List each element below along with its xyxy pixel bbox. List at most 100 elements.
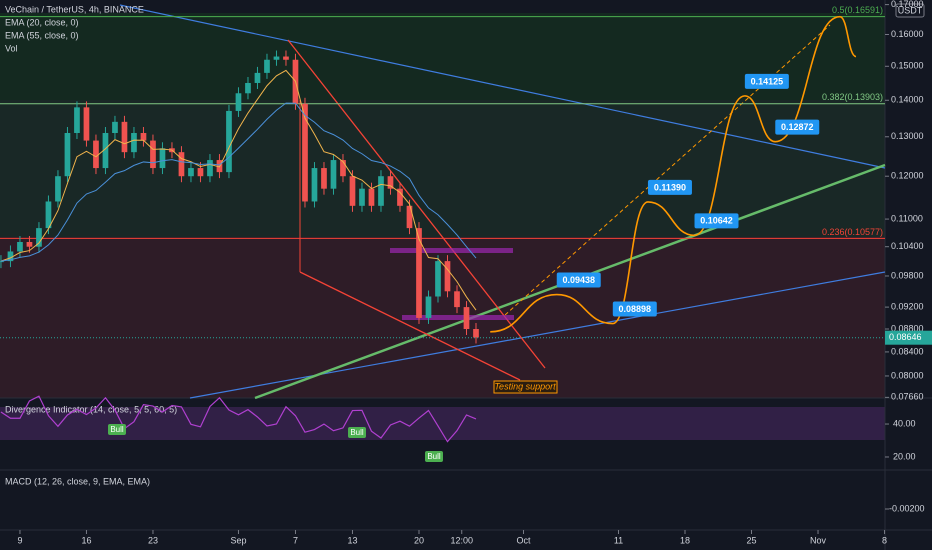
wedge-line [287, 39, 546, 369]
candle [349, 176, 356, 206]
indicator-label: Vol [5, 43, 18, 53]
zone-upper [0, 13, 885, 100]
support-box [402, 315, 514, 320]
candle [226, 110, 232, 173]
candle [64, 133, 71, 177]
candle [36, 228, 42, 247]
candle [245, 82, 251, 94]
x-tick-label: 11 [614, 535, 623, 545]
x-tick-label: 9 [17, 535, 22, 545]
projection-path [490, 15, 857, 333]
candle [273, 56, 280, 60]
candle [387, 176, 394, 189]
bull-label: Bull [350, 428, 364, 437]
annotation: Testing support [494, 381, 556, 391]
candle [406, 205, 413, 229]
candle [311, 168, 318, 202]
x-tick-label: 16 [81, 535, 91, 545]
wedge-line [299, 271, 521, 381]
fib-label: 0.5(0.16591) [832, 5, 883, 15]
y-tick-label: 0.15000 [891, 61, 924, 71]
y-tick-label: 20.00 [893, 451, 916, 461]
candle [425, 296, 432, 318]
annotation-box [493, 380, 558, 394]
pane-title: MACD (12, 26, close, 9, EMA, EMA) [5, 476, 150, 486]
candle [93, 140, 99, 169]
fib-label: 0.236(0.10577) [822, 227, 883, 237]
candle [359, 188, 365, 206]
candle [378, 176, 384, 206]
callout [694, 213, 739, 229]
y-tick-label: 0.07660 [891, 392, 924, 402]
candle [435, 261, 441, 297]
candle [140, 133, 147, 141]
x-tick-label: Nov [810, 535, 827, 545]
y-tick-label: 0.08400 [891, 346, 924, 356]
y-tick-label: 40.00 [893, 418, 916, 428]
trend-line [189, 271, 886, 399]
bull-tag [425, 451, 443, 462]
candle [330, 160, 337, 189]
candle [283, 56, 289, 60]
candle [463, 307, 470, 330]
candle [368, 188, 375, 206]
x-tick-label: 7 [293, 535, 298, 545]
bull-tag [348, 427, 366, 438]
bull-label: Bull [110, 425, 124, 434]
candle [0, 261, 4, 263]
bull-label: Bull [427, 452, 441, 461]
candle [264, 59, 270, 73]
candle [207, 160, 213, 177]
callout [744, 73, 789, 89]
candle [235, 93, 242, 111]
candle [83, 107, 90, 141]
candle [55, 176, 61, 202]
candle [102, 133, 109, 169]
trend-line [119, 4, 886, 169]
ema-line [0, 102, 477, 262]
zone-mid [0, 100, 885, 237]
candle [321, 168, 327, 189]
y-tick-label: 0.11000 [891, 213, 923, 223]
callout-label: 0.10642 [700, 216, 733, 226]
x-tick-label: 23 [148, 535, 158, 545]
projection-dashed [504, 24, 831, 316]
chart-title: VeChain / TetherUS, 4h, BINANCE [5, 4, 144, 14]
candle [188, 168, 194, 177]
y-tick-label: 0.16000 [891, 29, 924, 39]
candle [17, 241, 23, 252]
indicator-label: EMA (55, close, 0) [5, 30, 79, 40]
y-tick-label: 0.17000 [891, 0, 924, 9]
ema-line [0, 69, 477, 311]
candle [45, 201, 52, 229]
candle [454, 291, 460, 308]
candle [416, 228, 422, 318]
x-tick-label: 20 [414, 535, 424, 545]
candle [444, 261, 451, 292]
callout [556, 272, 601, 288]
divergence-line [0, 395, 477, 443]
y-tick-label: 0.09200 [891, 301, 924, 311]
candle [254, 72, 261, 83]
x-tick-label: 25 [747, 535, 757, 545]
y-tick-label: 0.14000 [891, 95, 924, 105]
indicator-label: EMA (20, close, 0) [5, 17, 79, 27]
x-tick-label: 18 [680, 535, 690, 545]
candle [302, 103, 308, 202]
callout [647, 179, 692, 195]
candle [159, 148, 166, 169]
callout [612, 301, 657, 317]
y-tick-label: 0.08000 [891, 370, 924, 380]
candle [121, 121, 128, 153]
y-tick-label: 0.12000 [891, 171, 924, 181]
candle [150, 140, 156, 169]
currency-box [895, 3, 925, 18]
candle [397, 188, 403, 206]
y-tick-label: 0.08800 [891, 323, 924, 333]
candle [7, 251, 14, 262]
currency: USDT [898, 5, 923, 15]
candle [197, 168, 204, 177]
callout [775, 119, 820, 135]
fib-label: 0.382(0.13903) [822, 92, 883, 102]
